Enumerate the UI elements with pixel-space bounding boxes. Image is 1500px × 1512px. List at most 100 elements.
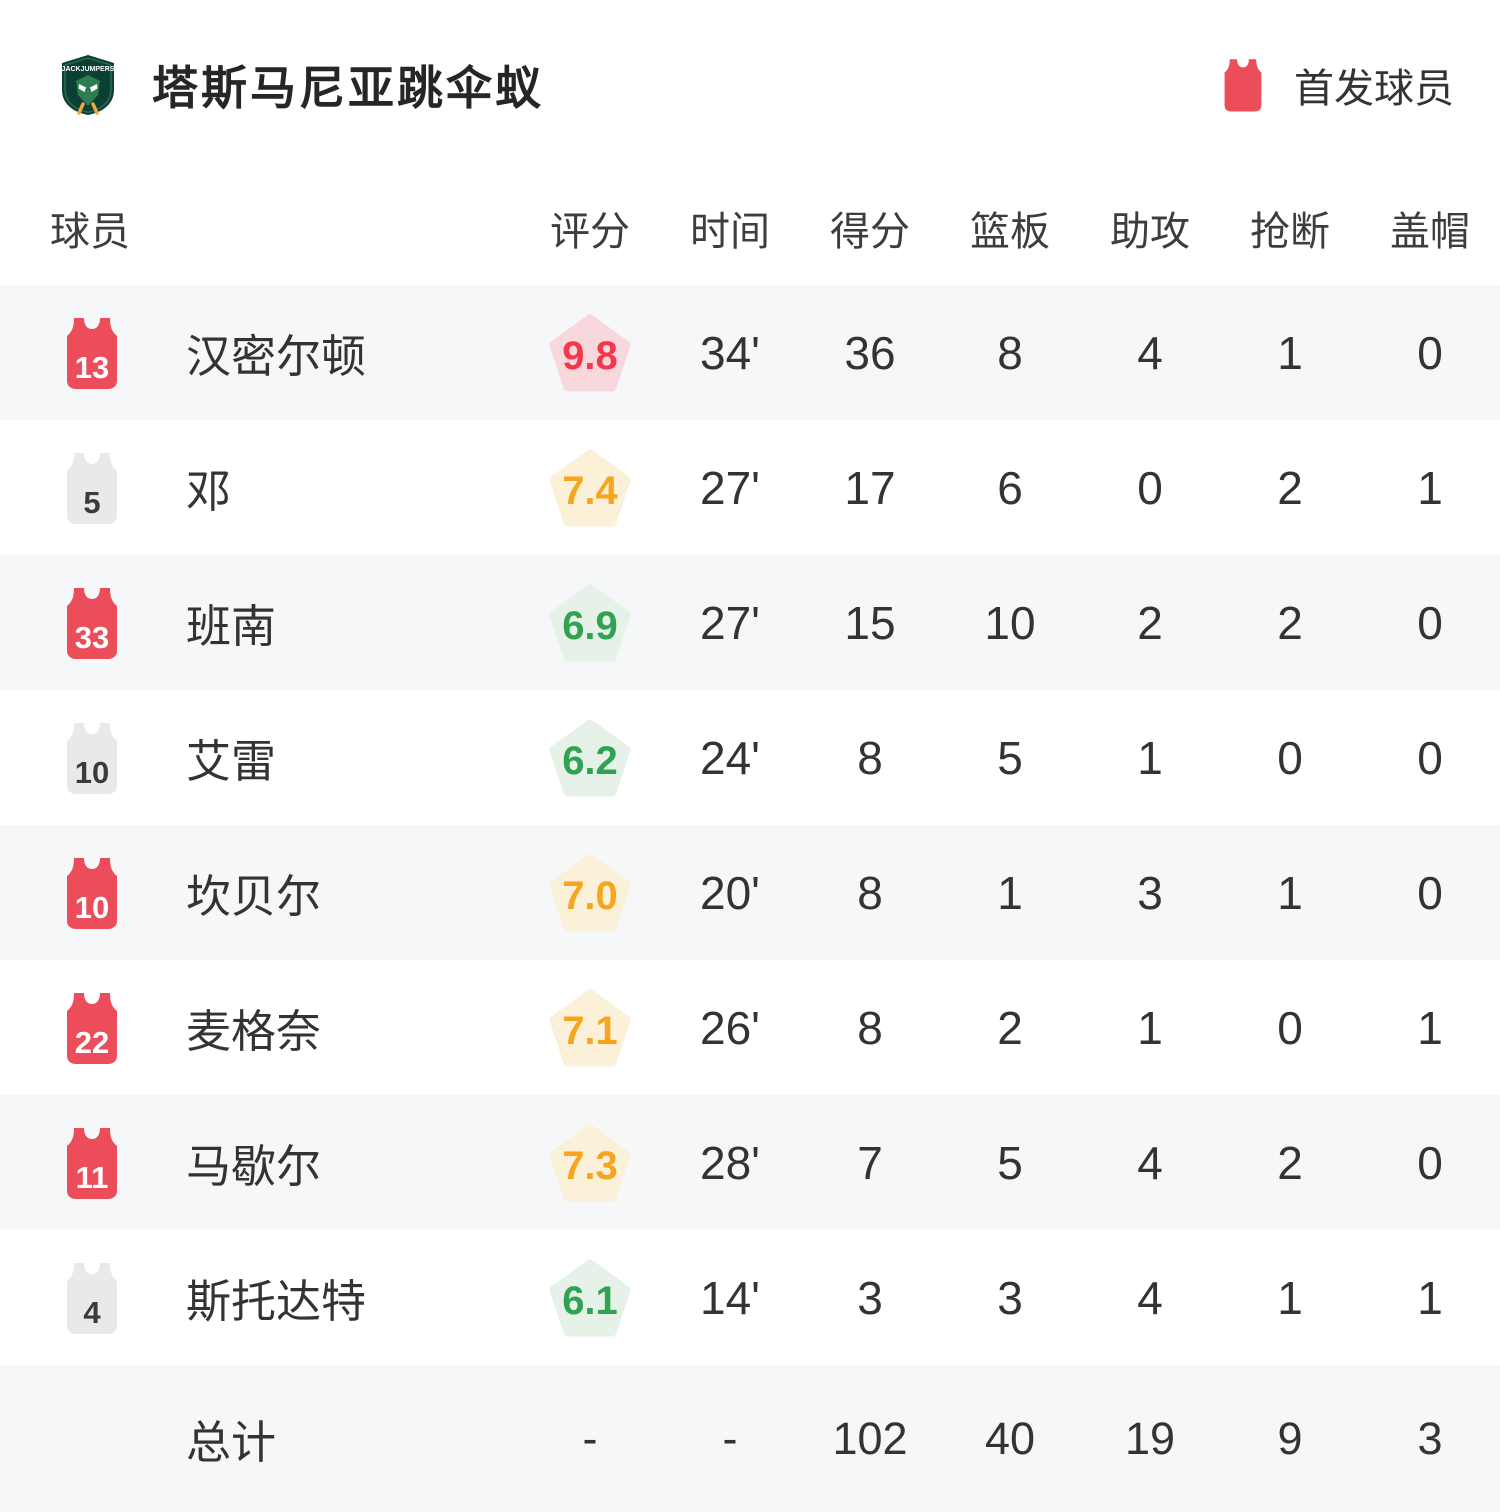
jersey-number: 13: [74, 349, 110, 385]
stat-blocks: 0: [1417, 731, 1443, 784]
rating-badge: 6.2: [549, 719, 631, 797]
stat-assists: 2: [1137, 596, 1163, 649]
player-cell: 33 班南: [60, 585, 520, 661]
player-row[interactable]: 5 邓 7.4 27' 17 6 0 2 1: [0, 420, 1500, 555]
column-header-points: 得分: [830, 209, 910, 254]
jersey-icon: 4: [60, 1260, 124, 1336]
stat-points: 8: [857, 866, 883, 919]
logo-wordmark: JACKJUMPERS: [62, 66, 115, 73]
stat-rebounds: 8: [997, 326, 1023, 379]
stat-blocks: 1: [1417, 1001, 1443, 1054]
jersey-icon: 11: [60, 1125, 124, 1201]
player-name: 麦格奈: [186, 1006, 322, 1057]
jersey-number: 10: [74, 889, 110, 925]
column-header-steals: 抢断: [1250, 209, 1330, 254]
player-cell: 4 斯托达特: [60, 1260, 520, 1336]
stat-points: 17: [844, 461, 896, 514]
rating-badge: 7.3: [549, 1124, 631, 1202]
stat-assists: 0: [1137, 461, 1163, 514]
stat-time: 24': [700, 731, 760, 784]
player-cell: 5 邓: [60, 450, 520, 526]
rating-value: 7.3: [562, 1143, 618, 1188]
stat-rebounds: 5: [997, 1136, 1023, 1189]
rating-value: 6.9: [562, 603, 618, 648]
player-cell: 22 麦格奈: [60, 990, 520, 1066]
starter-jersey-icon: [1218, 57, 1268, 113]
stat-blocks: 1: [1417, 461, 1443, 514]
total-time: -: [722, 1412, 738, 1464]
team-name: 塔斯马尼亚跳伞蚁: [152, 62, 544, 114]
stat-blocks: 0: [1417, 596, 1443, 649]
player-cell: 10 艾雷: [60, 720, 520, 796]
jersey-number: 4: [83, 1294, 101, 1330]
total-steals: 9: [1277, 1412, 1303, 1464]
stat-time: 34': [700, 326, 760, 379]
stat-steals: 1: [1277, 1271, 1303, 1324]
stat-points: 7: [857, 1136, 883, 1189]
total-points: 102: [832, 1412, 908, 1464]
rating-badge: 6.9: [549, 584, 631, 662]
stat-steals: 1: [1277, 866, 1303, 919]
jersey-icon: 33: [60, 585, 124, 661]
table-header-row: 球员 评分 时间 得分 篮板 助攻 抢断 盖帽: [0, 170, 1500, 285]
jersey-number: 33: [74, 619, 110, 655]
player-cell: 10 坎贝尔: [60, 855, 520, 931]
player-cell: 11 马歇尔: [60, 1125, 520, 1201]
stat-steals: 0: [1277, 731, 1303, 784]
jersey-number: 22: [74, 1024, 110, 1060]
jersey-number: 5: [83, 484, 101, 520]
stat-rebounds: 5: [997, 731, 1023, 784]
stat-steals: 2: [1277, 461, 1303, 514]
player-name: 汉密尔顿: [186, 331, 367, 382]
stat-time: 28': [700, 1136, 760, 1189]
player-row[interactable]: 11 马歇尔 7.3 28' 7 5 4 2 0: [0, 1095, 1500, 1230]
stat-steals: 0: [1277, 1001, 1303, 1054]
stat-time: 27': [700, 596, 760, 649]
player-rows: 13 汉密尔顿 9.8 34' 36 8 4 1 0 5: [0, 285, 1500, 1365]
column-header-rebounds: 篮板: [970, 209, 1050, 254]
player-name: 马歇尔: [186, 1141, 322, 1192]
player-row[interactable]: 22 麦格奈 7.1 26' 8 2 1 0 1: [0, 960, 1500, 1095]
stat-points: 36: [844, 326, 896, 379]
player-cell: 13 汉密尔顿: [60, 315, 520, 391]
rating-badge: 7.0: [549, 854, 631, 932]
total-label: 总计: [186, 1417, 277, 1468]
player-row[interactable]: 10 坎贝尔 7.0 20' 8 1 3 1 0: [0, 825, 1500, 960]
player-name: 斯托达特: [186, 1276, 367, 1327]
player-row[interactable]: 13 汉密尔顿 9.8 34' 36 8 4 1 0: [0, 285, 1500, 420]
stat-blocks: 0: [1417, 326, 1443, 379]
team-logo-icon: JACKJUMPERS: [60, 54, 116, 116]
total-rating: -: [582, 1412, 598, 1464]
column-header-assists: 助攻: [1110, 209, 1190, 254]
starter-legend-label: 首发球员: [1294, 67, 1454, 111]
stat-steals: 2: [1277, 596, 1303, 649]
rating-badge: 7.1: [549, 989, 631, 1067]
player-name: 邓: [186, 466, 232, 517]
total-assists: 19: [1124, 1412, 1176, 1464]
stat-blocks: 1: [1417, 1271, 1443, 1324]
rating-value: 6.1: [562, 1278, 618, 1323]
column-header-rating: 评分: [550, 209, 630, 254]
rating-value: 7.1: [562, 1008, 618, 1053]
player-name: 班南: [186, 601, 277, 652]
stat-rebounds: 2: [997, 1001, 1023, 1054]
jersey-icon: 10: [60, 855, 124, 931]
rating-value: 9.8: [562, 333, 618, 378]
stat-assists: 4: [1137, 1271, 1163, 1324]
player-row[interactable]: 33 班南 6.9 27' 15 10 2 2 0: [0, 555, 1500, 690]
column-header-blocks: 盖帽: [1390, 209, 1470, 254]
stat-points: 3: [857, 1271, 883, 1324]
stat-rebounds: 6: [997, 461, 1023, 514]
stat-steals: 2: [1277, 1136, 1303, 1189]
rating-value: 6.2: [562, 738, 618, 783]
stat-time: 20': [700, 866, 760, 919]
player-row[interactable]: 10 艾雷 6.2 24' 8 5 1 0 0: [0, 690, 1500, 825]
player-row[interactable]: 4 斯托达特 6.1 14' 3 3 4 1 1: [0, 1230, 1500, 1365]
stat-points: 15: [844, 596, 896, 649]
rating-value: 7.4: [562, 468, 618, 513]
jersey-icon: 22: [60, 990, 124, 1066]
stat-time: 27': [700, 461, 760, 514]
stat-assists: 4: [1137, 1136, 1163, 1189]
stat-assists: 4: [1137, 326, 1163, 379]
